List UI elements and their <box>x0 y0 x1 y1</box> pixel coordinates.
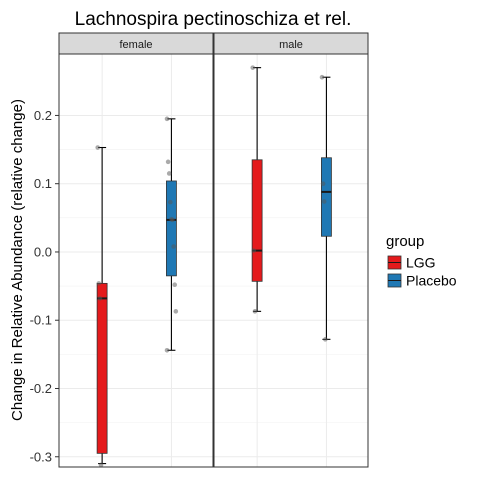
box-iqr <box>166 180 177 277</box>
data-point <box>252 309 258 314</box>
y-tick-label: -0.1 <box>30 313 52 328</box>
panel-background <box>59 54 213 467</box>
data-point <box>319 74 325 80</box>
box-iqr <box>96 282 108 454</box>
data-point <box>250 65 256 70</box>
box-Placebo <box>319 74 332 342</box>
box-iqr <box>321 157 332 237</box>
data-point <box>98 462 104 468</box>
y-tick-label: 0.2 <box>34 108 52 123</box>
data-point <box>166 171 172 176</box>
data-point <box>323 337 328 342</box>
box-iqr <box>251 159 263 282</box>
chart-title: Lachnospira pectinoschiza et rel. <box>75 9 352 30</box>
data-point <box>96 281 102 286</box>
data-point <box>170 217 175 223</box>
facet-strip-label: female <box>119 39 152 51</box>
legend: group LGG Placebo <box>386 233 457 289</box>
box-LGG <box>250 65 263 314</box>
data-point <box>171 244 176 249</box>
y-tick-label: 0.0 <box>34 244 52 259</box>
facet-panel-male: male <box>213 32 369 468</box>
legend-label-LGG: LGG <box>406 255 436 271</box>
panel-background <box>214 54 368 467</box>
legend-title: group <box>386 233 424 250</box>
data-point <box>320 181 326 187</box>
y-tick-label: -0.2 <box>30 381 52 396</box>
panel-border <box>58 53 214 468</box>
data-point <box>165 159 171 165</box>
data-point <box>172 282 178 288</box>
y-axis-ticks: -0.3 -0.2 -0.1 0.0 0.1 0.2 <box>30 108 59 464</box>
data-point <box>173 309 179 314</box>
y-axis-label: Change in Relative Abundance (relative c… <box>9 99 26 421</box>
data-point <box>321 199 327 204</box>
data-point <box>168 199 173 205</box>
facet-panels: female male <box>58 32 369 468</box>
data-point <box>95 145 101 150</box>
facet-panel-female: female <box>58 32 214 468</box>
box-LGG <box>95 145 108 468</box>
data-point <box>164 116 170 122</box>
data-point <box>164 347 170 353</box>
y-tick-label: 0.1 <box>34 176 52 191</box>
box-Placebo <box>164 116 179 353</box>
facet-strip-label: male <box>279 39 303 51</box>
data-point <box>251 248 257 253</box>
data-point <box>97 296 103 301</box>
y-tick-label: -0.3 <box>30 449 52 464</box>
legend-label-Placebo: Placebo <box>406 273 457 289</box>
panel-border <box>213 53 369 468</box>
